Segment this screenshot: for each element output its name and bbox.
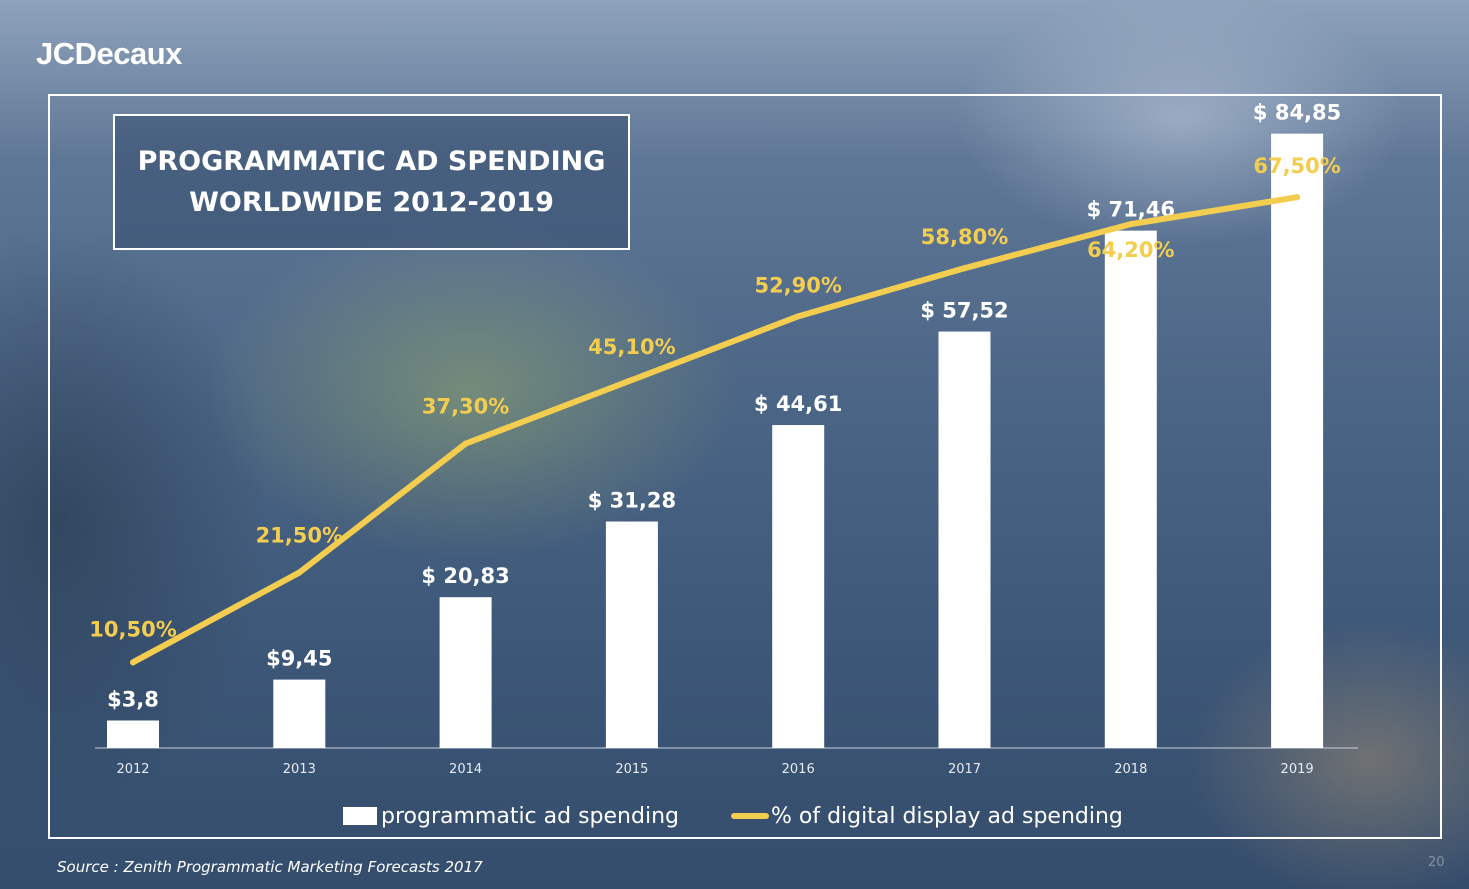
bar-2014 <box>439 597 492 748</box>
legend-bar-label: programmatic ad spending <box>381 803 679 829</box>
line-point-2014 <box>462 440 469 447</box>
line-value-label-2016: 52,90% <box>754 273 841 297</box>
x-tick-label-2019: 2019 <box>1281 762 1314 777</box>
x-tick-label-2012: 2012 <box>116 762 149 777</box>
line-series-percent <box>130 194 1301 666</box>
bar-2018 <box>1104 230 1157 749</box>
legend: programmatic ad spending % of digital di… <box>343 800 1123 832</box>
line-value-label-2017: 58,80% <box>921 225 1008 249</box>
line-point-2017 <box>961 265 968 272</box>
line-point-2013 <box>296 569 303 576</box>
source-note: Source : Zenith Programmatic Marketing F… <box>57 858 483 876</box>
legend-bar-swatch <box>343 807 377 825</box>
bar-value-label-2017: $ 57,52 <box>920 299 1008 323</box>
bar-2013 <box>273 679 326 748</box>
bar-value-label-2012: $3,8 <box>107 687 159 711</box>
bar-2017 <box>938 331 991 748</box>
line-value-label-2019: 67,50% <box>1253 154 1340 178</box>
x-tick-label-2017: 2017 <box>948 762 981 777</box>
line-point-2015 <box>628 376 635 383</box>
bar-value-label-2019: $ 84,85 <box>1253 101 1341 125</box>
legend-line-label: % of digital display ad spending <box>770 803 1123 829</box>
bar-2012 <box>107 720 159 748</box>
bar-value-label-2015: $ 31,28 <box>588 489 676 513</box>
chart-title-box: PROGRAMMATIC AD SPENDING WORLDWIDE 2012-… <box>113 114 630 250</box>
bar-2015 <box>605 521 658 748</box>
bar-value-label-2016: $ 44,61 <box>754 392 842 416</box>
bar-value-label-2013: $9,45 <box>266 647 332 671</box>
x-tick-label-2016: 2016 <box>782 762 815 777</box>
legend-line-swatch <box>730 813 769 819</box>
line-value-label-2018: 64,20% <box>1087 238 1174 262</box>
chart-title-line-2: WORLDWIDE 2012-2019 <box>189 187 554 218</box>
bar-2016 <box>772 425 825 748</box>
line-value-label-2012: 10,50% <box>89 617 176 641</box>
page-number: 20 <box>1428 855 1445 870</box>
line-value-label-2013: 21,50% <box>256 524 343 548</box>
x-tick-label-2014: 2014 <box>449 762 482 777</box>
chart-title-line-1: PROGRAMMATIC AD SPENDING <box>137 146 606 177</box>
x-tick-label-2015: 2015 <box>615 762 648 777</box>
brand-logo: JCDecaux <box>36 36 182 71</box>
line-point-2012 <box>130 659 136 666</box>
x-tick-label-2018: 2018 <box>1114 762 1147 777</box>
bar-2019 <box>1271 133 1324 748</box>
bar-value-label-2014: $ 20,83 <box>421 564 509 588</box>
line-value-label-2015: 45,10% <box>588 335 675 359</box>
line-point-2016 <box>795 313 802 320</box>
chart-frame <box>48 94 1442 839</box>
line-point-2018 <box>1127 221 1134 228</box>
x-tick-label-2013: 2013 <box>283 762 316 777</box>
line-point-2019 <box>1294 194 1301 201</box>
line-value-label-2014: 37,30% <box>422 395 509 419</box>
